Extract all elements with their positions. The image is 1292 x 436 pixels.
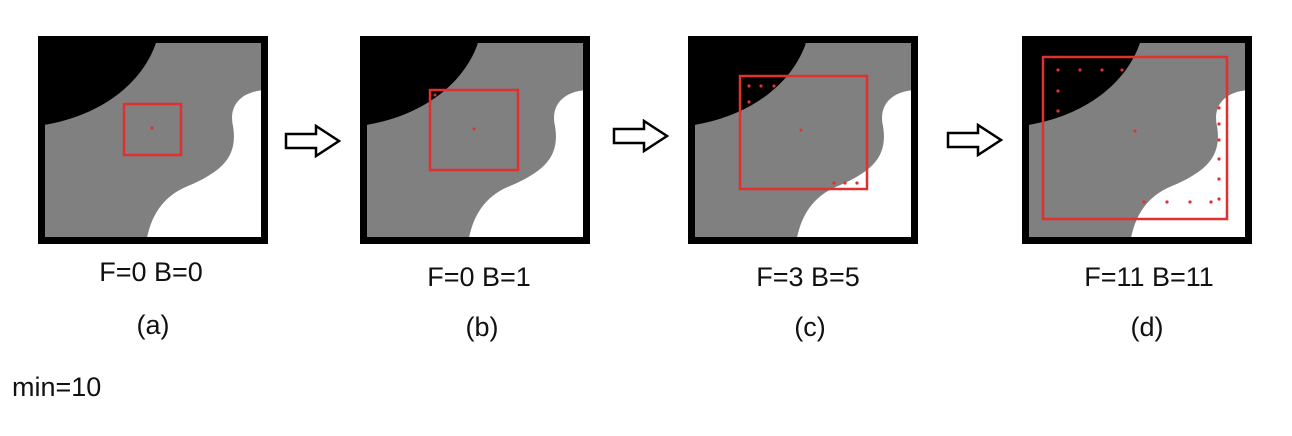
- center-point: [1133, 129, 1137, 133]
- panel-c-caption: (c): [794, 312, 826, 342]
- panel-a: [38, 36, 268, 244]
- panel-b-image: [360, 36, 590, 244]
- panel-b-caption: (b): [465, 312, 499, 342]
- center-point: [799, 128, 803, 132]
- arrow-right-icon: [284, 124, 342, 158]
- panel-b: [360, 36, 590, 244]
- panel-d: [1022, 36, 1252, 244]
- background-samples: [1142, 106, 1221, 204]
- panel-c-counts: F=3 B=5: [756, 262, 860, 292]
- foreground-samples: [747, 84, 776, 104]
- panel-d-caption: (d): [1130, 312, 1164, 342]
- sample-point: [433, 93, 437, 97]
- window-box: [1041, 55, 1229, 221]
- panel-b-counts: F=0 B=1: [427, 262, 531, 292]
- panel-a-image: [38, 36, 268, 244]
- panel-c-image: [688, 36, 918, 244]
- panel-a-caption: (a): [136, 310, 170, 340]
- foreground-samples: [1056, 68, 1124, 113]
- window-box: [428, 88, 520, 172]
- arrow-right-icon: [612, 119, 670, 153]
- panel-d-counts: F=11 B=11: [1084, 262, 1214, 292]
- panel-c: [688, 36, 918, 244]
- center-point: [150, 126, 154, 130]
- window-box: [122, 102, 183, 157]
- panel-a-counts: F=0 B=0: [99, 257, 203, 287]
- window-box: [738, 74, 869, 191]
- background-samples: [832, 181, 859, 185]
- center-point: [472, 127, 476, 131]
- panel-d-image: [1022, 36, 1252, 244]
- arrow-right-icon: [946, 123, 1004, 157]
- min-threshold-label: min=10: [12, 372, 102, 402]
